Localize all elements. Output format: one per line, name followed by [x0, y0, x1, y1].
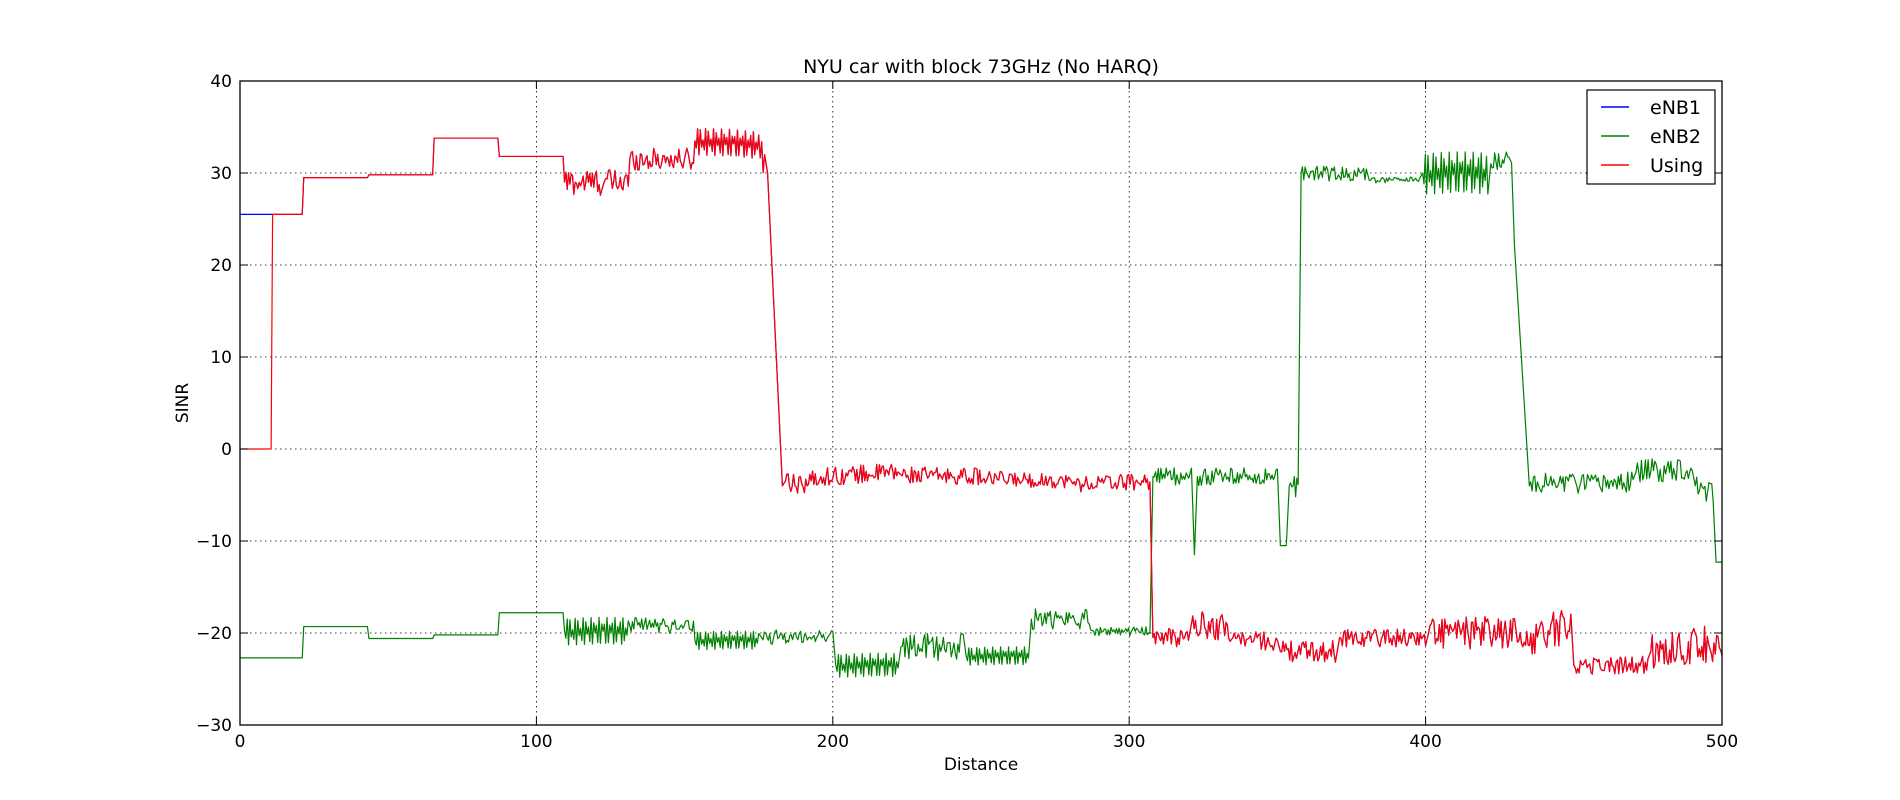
y-tick-label: 20 — [210, 256, 232, 276]
legend-label: Using — [1650, 155, 1703, 177]
legend-box — [1586, 89, 1716, 185]
plot-frame — [239, 80, 1723, 726]
x-axis-label: Distance — [944, 755, 1018, 775]
y-tick-label: 0 — [221, 440, 232, 460]
y-tick-label: −20 — [196, 624, 232, 644]
x-tick-label: 200 — [817, 732, 849, 752]
y-axis-label: SINR — [173, 383, 193, 424]
grid — [240, 81, 1722, 725]
y-tick-label: −10 — [196, 532, 232, 552]
series-line-using — [240, 128, 1723, 675]
series-group — [240, 128, 1723, 678]
x-tick-label: 400 — [1409, 732, 1441, 752]
y-tick-label: 40 — [210, 72, 232, 92]
chart-title: NYU car with block 73GHz (No HARQ) — [803, 56, 1159, 78]
x-tick-label: 100 — [520, 732, 552, 752]
series-line-enb2 — [240, 151, 1722, 678]
x-tick-label: 300 — [1113, 732, 1145, 752]
legend-label: eNB2 — [1650, 126, 1701, 148]
y-tick-label: 30 — [210, 164, 232, 184]
axis-ticks: 0 100 200 300 400 500 −30 −20 −10 0 10 20 30 40 — [196, 72, 1738, 752]
y-tick-label: −30 — [196, 716, 232, 736]
x-tick-label: 500 — [1706, 732, 1738, 752]
legend-label: eNB1 — [1650, 97, 1701, 119]
legend: eNB1 eNB2 Using — [1586, 89, 1716, 185]
x-tick-label: 0 — [235, 732, 246, 752]
y-tick-label: 10 — [210, 348, 232, 368]
